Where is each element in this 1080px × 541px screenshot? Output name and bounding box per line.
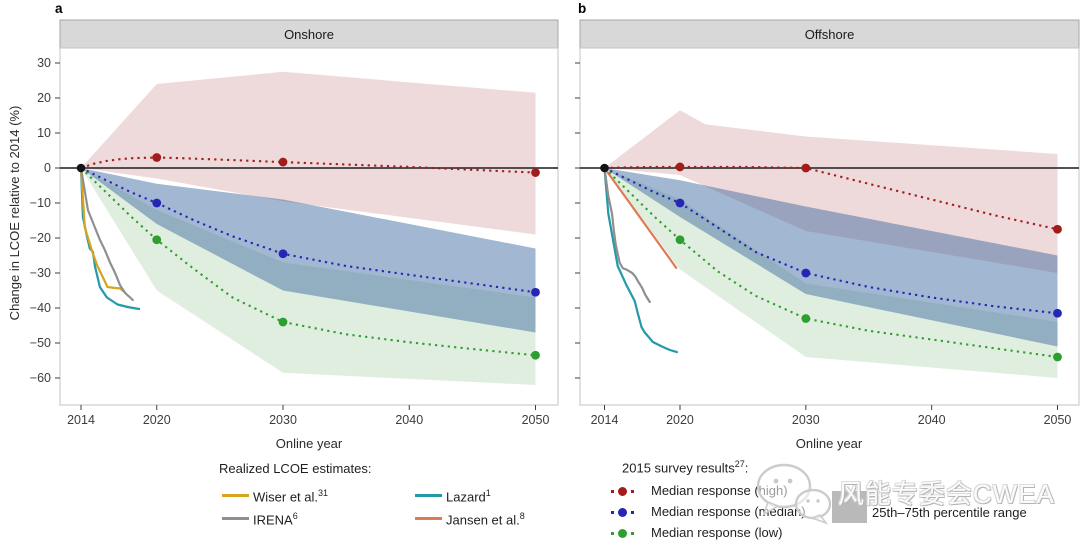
- y-tick-label: −50: [30, 336, 51, 350]
- y-tick-label: 0: [44, 161, 51, 175]
- survey-marker: [1053, 224, 1062, 234]
- legend-label-wiser-sup: 31: [318, 488, 329, 498]
- legend-label-wiser: Wiser et al.31: [253, 488, 328, 504]
- y-tick-label: 30: [37, 56, 51, 70]
- legend-key-median-median: [611, 508, 647, 517]
- panel-border: [59, 47, 559, 406]
- survey-marker: [152, 198, 162, 208]
- y-tick-label: 20: [37, 91, 51, 105]
- survey-marker: [278, 317, 288, 327]
- legend-key-median-low: [611, 529, 647, 538]
- legend-key-percentile-range: [832, 491, 867, 523]
- survey-marker: [531, 350, 540, 360]
- legend-label-median-median: Median response (median): [651, 504, 806, 519]
- survey-line: [603, 167, 1058, 359]
- legend-label-jansen: Jansen et al.8: [446, 511, 525, 527]
- legend-label-median-high: Median response (high): [651, 483, 788, 498]
- high-percentile-band: [604, 110, 1058, 273]
- realized-line: [603, 166, 678, 269]
- legend-key-median-high: [611, 487, 647, 496]
- legend-key-irena: [222, 517, 249, 520]
- legend-label-jansen-text: Jansen et al.: [446, 512, 520, 528]
- y-tick-label: −10: [30, 196, 51, 210]
- y-tick-label: −60: [30, 371, 51, 385]
- survey-marker: [801, 314, 811, 323]
- legend-label-irena-sup: 6: [292, 511, 298, 521]
- panel-border: [579, 47, 1080, 406]
- legend-label-percentile-range: 25th–75th percentile range: [872, 505, 1027, 520]
- x-tick-label: 2030: [269, 413, 297, 427]
- x-tick-label: 2020: [666, 413, 694, 427]
- survey-marker: [1053, 352, 1062, 362]
- survey-marker: [278, 157, 288, 167]
- median-percentile-band: [604, 168, 1058, 347]
- survey-marker: [531, 287, 540, 297]
- strip-title-offshore: Offshore: [804, 26, 855, 42]
- x-tick-label: 2050: [522, 413, 550, 427]
- legend-label-irena: IRENA6: [253, 511, 298, 527]
- start-marker-2014: [600, 163, 609, 173]
- y-tick-label: −30: [30, 266, 51, 280]
- legend-right-title-colon: :: [744, 460, 749, 476]
- survey-marker: [531, 168, 540, 177]
- realized-line: [79, 166, 125, 293]
- realized-line: [603, 166, 651, 304]
- strip-title-onshore: Onshore: [284, 26, 334, 42]
- survey-line: [80, 156, 536, 174]
- survey-marker: [152, 153, 162, 162]
- legend-label-irena-text: IRENA: [253, 512, 293, 528]
- x-axis-title-a: Online year: [275, 436, 343, 451]
- y-tick-label: 10: [37, 126, 51, 140]
- legend-right-title-text: 2015 survey results: [622, 460, 735, 476]
- legend-label-median-low: Median response (low): [651, 525, 783, 540]
- x-tick-label: 2020: [143, 413, 171, 427]
- survey-marker: [1053, 308, 1062, 318]
- x-tick-label: 2030: [792, 413, 820, 427]
- high-percentile-band: [81, 71, 536, 235]
- y-axis-title: Change in LCOE relative to 2014 (%): [7, 105, 22, 321]
- legend-left-title: Realized LCOE estimates:: [219, 461, 372, 476]
- survey-marker: [152, 235, 162, 245]
- survey-marker: [675, 198, 685, 208]
- legend-label-lazard: Lazard1: [446, 488, 491, 504]
- realized-line: [79, 166, 134, 302]
- x-tick-label: 2040: [918, 413, 946, 427]
- x-tick-label: 2040: [395, 413, 423, 427]
- panel-b-letter: b: [578, 1, 587, 16]
- legend-label-lazard-sup: 1: [485, 488, 491, 498]
- survey-marker: [675, 235, 685, 245]
- legend-label-jansen-sup: 8: [519, 511, 525, 521]
- survey-marker: [278, 249, 288, 259]
- low-percentile-band: [604, 168, 1058, 378]
- realized-line: [603, 166, 679, 354]
- survey-line: [80, 167, 536, 357]
- x-tick-label: 2014: [67, 413, 95, 427]
- low-percentile-band: [81, 168, 536, 385]
- legend-key-wiser: [222, 494, 249, 497]
- survey-marker: [675, 162, 685, 172]
- x-tick-label: 2050: [1044, 413, 1072, 427]
- y-tick-label: −40: [30, 301, 51, 315]
- y-tick-label: −20: [30, 231, 51, 245]
- survey-line: [604, 167, 1058, 315]
- x-axis-title-b: Online year: [795, 436, 863, 451]
- legend-right-title: 2015 survey results27:: [622, 459, 748, 475]
- start-marker-2014: [76, 163, 86, 173]
- legend-right-title-sup: 27: [734, 459, 745, 469]
- legend-key-lazard: [415, 494, 442, 497]
- panel-a-letter: a: [55, 1, 63, 16]
- panel-strip: [59, 19, 559, 49]
- survey-marker: [801, 163, 811, 173]
- median-percentile-band: [81, 168, 536, 333]
- x-tick-label: 2014: [591, 413, 619, 427]
- legend-label-wiser-text: Wiser et al.: [253, 489, 319, 505]
- survey-line: [80, 167, 536, 294]
- legend-key-jansen: [415, 517, 442, 520]
- legend-label-lazard-text: Lazard: [446, 489, 486, 505]
- survey-marker: [801, 268, 811, 278]
